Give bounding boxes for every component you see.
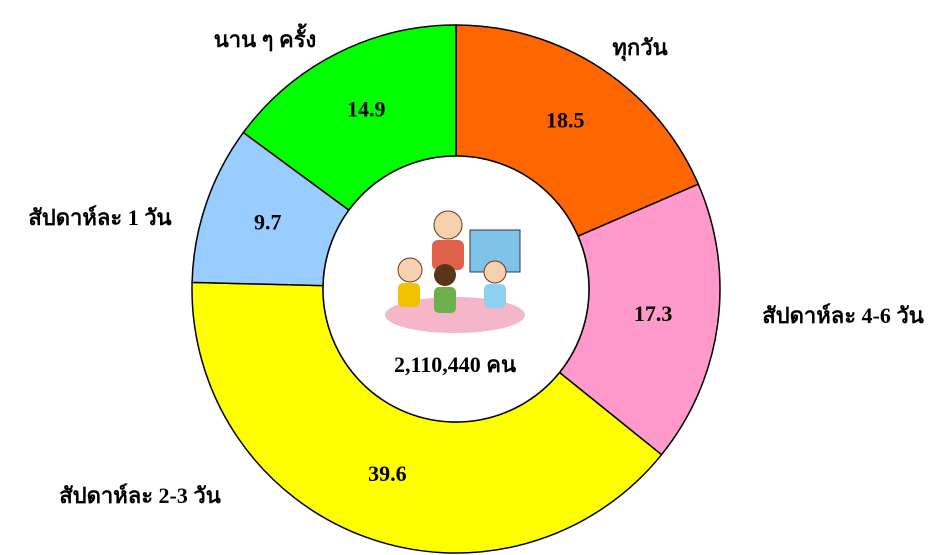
category-label: สัปดาห์ละ 2-3 วัน [59, 483, 221, 508]
slices [192, 25, 720, 553]
teacher-head [434, 211, 462, 239]
category-label: สัปดาห์ละ 4-6 วัน [762, 303, 924, 328]
center-label: 2,110,440 คน [394, 352, 516, 377]
value-label: 14.9 [347, 96, 386, 121]
child-head [484, 261, 506, 283]
chart: 2,110,440 คน 18.5 ทุกวัน 17.3 สัปดาห์ละ 4-6… [0, 0, 941, 555]
category-label: นาน ๆ ครั้ง [214, 23, 317, 52]
child-head [398, 258, 422, 282]
value-label: 39.6 [368, 461, 407, 486]
child-body [484, 284, 506, 308]
donut-hole [323, 156, 589, 422]
value-label: 9.7 [254, 210, 282, 235]
child-body [398, 283, 420, 307]
category-label: สัปดาห์ละ 1 วัน [28, 205, 171, 230]
child-head [434, 264, 456, 286]
value-label: 17.3 [634, 301, 673, 326]
child-body [434, 287, 456, 313]
category-label: ทุกวัน [612, 35, 667, 62]
value-label: 18.5 [546, 108, 585, 133]
